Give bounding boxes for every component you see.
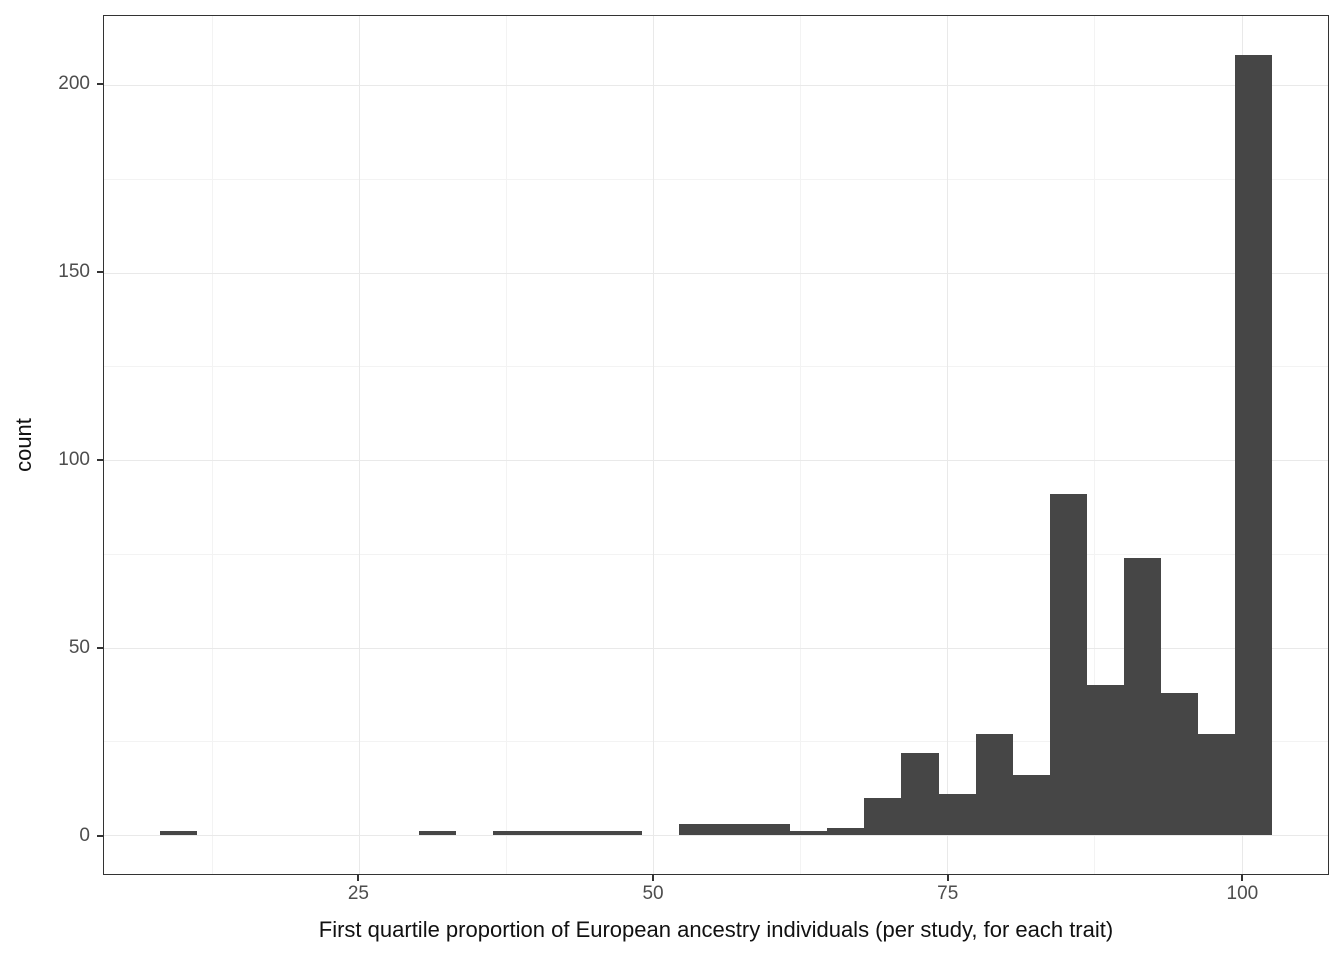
histogram-bar [790, 831, 828, 835]
y-tick-mark [97, 646, 103, 649]
y-tick-label: 50 [68, 636, 90, 658]
y-major-gridline [104, 272, 1328, 274]
y-tick-label: 100 [58, 449, 90, 471]
x-tick-mark [1241, 875, 1244, 881]
histogram-bar [827, 827, 865, 835]
x-minor-gridline [800, 16, 802, 874]
histogram-bar [493, 831, 531, 835]
histogram-bar [1198, 733, 1236, 835]
histogram-bar [419, 831, 457, 835]
x-tick-label: 75 [937, 883, 959, 904]
histogram-bar [604, 831, 642, 835]
x-axis-title: First quartile proportion of European an… [318, 917, 1114, 942]
x-tick-label: 100 [1226, 883, 1259, 904]
x-minor-gridline [211, 16, 213, 874]
x-tick-mark [652, 875, 655, 881]
y-tick-mark [97, 83, 103, 86]
x-tick-label: 50 [642, 883, 664, 904]
histogram-bar [938, 793, 976, 835]
y-major-gridline [104, 835, 1328, 836]
histogram-bar [1161, 692, 1199, 835]
histogram-bar [1123, 557, 1162, 835]
y-tick-mark [97, 459, 103, 462]
x-major-gridline [947, 16, 949, 874]
histogram-bar [159, 831, 197, 835]
y-tick-label: 0 [79, 824, 90, 846]
y-major-gridline [104, 460, 1328, 461]
x-major-gridline [358, 16, 360, 874]
x-tick-mark [946, 875, 949, 881]
x-major-gridline [653, 16, 655, 874]
histogram-bar [716, 823, 754, 835]
histogram-bar [1086, 685, 1124, 835]
x-tick-mark [357, 875, 360, 881]
x-tick-label: 25 [347, 883, 369, 904]
y-minor-gridline [104, 553, 1328, 555]
y-major-gridline [104, 647, 1328, 649]
y-tick-mark [97, 834, 103, 837]
plot-panel [103, 15, 1329, 875]
histogram-bar [567, 831, 605, 835]
histogram-bar [901, 752, 939, 835]
histogram-bar [1235, 55, 1273, 835]
y-tick-mark [97, 271, 103, 274]
histogram-bar [1012, 775, 1050, 835]
y-major-gridline [104, 85, 1328, 86]
histogram-bar [864, 797, 902, 835]
x-minor-gridline [506, 16, 508, 874]
histogram-bar [1049, 493, 1087, 835]
histogram-bar [530, 831, 568, 835]
histogram-bar [753, 823, 791, 835]
y-tick-label: 150 [58, 261, 90, 283]
x-minor-gridline [1094, 16, 1096, 874]
y-minor-gridline [104, 741, 1328, 743]
y-minor-gridline [104, 178, 1328, 180]
histogram-bar [975, 733, 1013, 835]
y-minor-gridline [104, 366, 1328, 368]
y-tick-label: 200 [58, 73, 90, 95]
histogram-bar [678, 823, 716, 835]
